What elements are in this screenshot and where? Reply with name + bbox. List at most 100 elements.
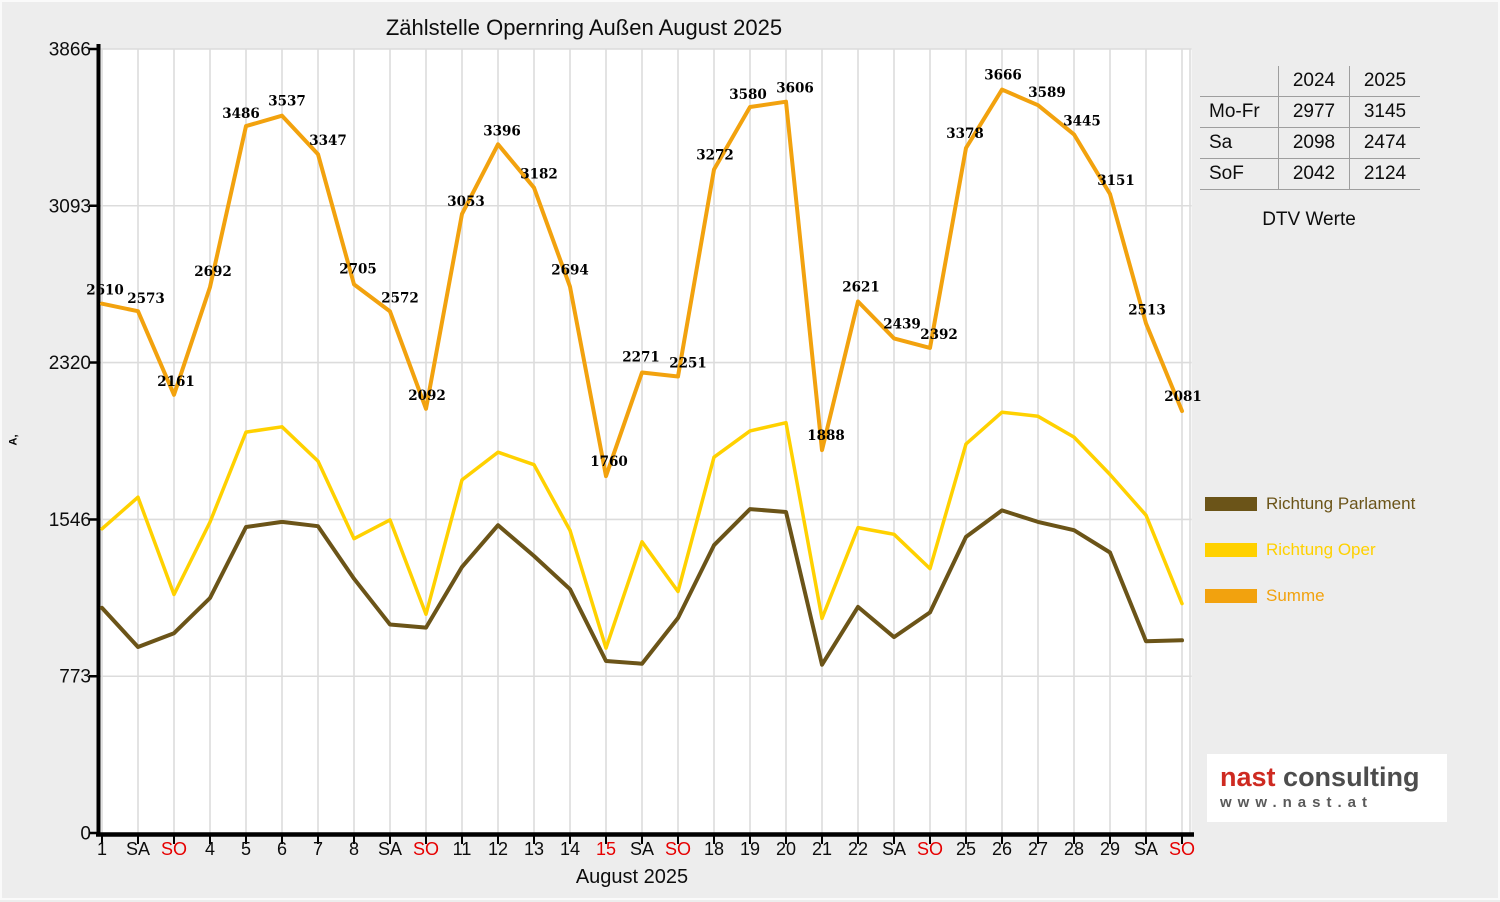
point-label: 3537 xyxy=(268,94,306,110)
dtv-table: 2024 2025 Mo-Fr 2977 3145 Sa 2098 2474 SoF 2042 21… xyxy=(1200,66,1420,190)
x-tick-label: 4 xyxy=(205,839,215,859)
point-label: 2092 xyxy=(408,388,446,404)
point-label: 3272 xyxy=(696,147,734,163)
y-tick-label: 2320 xyxy=(49,353,91,374)
x-axis-title: August 2025 xyxy=(575,866,689,888)
x-tick-label: 18 xyxy=(704,839,724,859)
series-line-richtung-parlament xyxy=(100,507,1184,667)
legend-label: Richtung Parlament xyxy=(1266,494,1416,513)
x-tick-label: 21 xyxy=(812,839,832,859)
y-tick-label: 3093 xyxy=(49,196,91,217)
x-tick-label: SA xyxy=(1134,839,1158,859)
dtv-table-caption: DTV Werte xyxy=(1262,209,1356,230)
x-tick-label: SA xyxy=(882,839,906,859)
point-label: 2081 xyxy=(1164,389,1202,405)
legend-label: Richtung Oper xyxy=(1266,540,1376,559)
x-tick-label: 19 xyxy=(740,839,760,859)
dtv-table-header-cell xyxy=(1200,66,1279,97)
point-label: 3589 xyxy=(1028,85,1066,101)
y-tick-label: 773 xyxy=(59,667,91,688)
dtv-table-row: Mo-Fr 2977 3145 xyxy=(1200,96,1420,128)
point-label: 2692 xyxy=(194,264,232,280)
page-title: Zählstelle Opernring Außen August 2025 xyxy=(385,15,783,40)
dtv-table-cell: SoF xyxy=(1200,158,1279,190)
dtv-table-header-cell: 2024 xyxy=(1278,66,1350,97)
point-label: 2251 xyxy=(669,356,707,372)
dtv-table-cell: 3145 xyxy=(1349,96,1420,128)
point-label: 3580 xyxy=(729,87,767,103)
legend-swatch xyxy=(1205,589,1257,603)
x-tick-label: 6 xyxy=(277,839,287,859)
point-label: 2610 xyxy=(86,283,124,299)
x-tick-label: SO xyxy=(917,839,943,859)
plot-area xyxy=(98,49,1192,833)
x-tick-label: 13 xyxy=(524,839,544,859)
point-label: 1760 xyxy=(590,454,628,470)
dtv-table-cell: 2042 xyxy=(1278,158,1350,190)
point-label: 3182 xyxy=(520,167,558,183)
x-tick-label: 5 xyxy=(241,839,251,859)
point-label: 3396 xyxy=(483,123,521,139)
point-label: 2392 xyxy=(920,327,958,343)
dtv-table-row: Sa 2098 2474 xyxy=(1200,127,1420,159)
point-label: 2705 xyxy=(339,261,377,277)
nast-logo[interactable]: nast consulting www.nast.at xyxy=(1207,754,1447,822)
legend-swatch xyxy=(1205,543,1257,557)
logo-brand: nast consulting xyxy=(1220,763,1447,791)
dtv-table-header-cell: 2025 xyxy=(1349,66,1420,97)
dtv-table-cell: 2977 xyxy=(1278,96,1350,128)
series-line-summe xyxy=(100,87,1184,479)
x-tick-label: 28 xyxy=(1064,839,1084,859)
dtv-table-row: SoF 2042 2124 xyxy=(1200,158,1420,190)
point-label: 3347 xyxy=(309,133,347,149)
point-label: 3445 xyxy=(1063,113,1101,129)
y-axis-title: A, xyxy=(7,434,20,446)
x-tick-label: 27 xyxy=(1028,839,1048,859)
x-tick-label: 8 xyxy=(349,839,359,859)
x-tick-label: SA xyxy=(126,839,150,859)
dtv-table-header-row: 2024 2025 xyxy=(1200,66,1420,97)
x-tick-label: 11 xyxy=(453,839,472,859)
point-label: 2271 xyxy=(622,349,660,365)
x-tick-label: 22 xyxy=(848,839,868,859)
dtv-table-cell: Sa xyxy=(1200,127,1279,159)
point-label: 3606 xyxy=(776,81,814,97)
x-tick-label: 15 xyxy=(596,839,616,859)
x-tick-label: SO xyxy=(161,839,187,859)
point-label: 3151 xyxy=(1097,173,1135,189)
point-label: 1888 xyxy=(807,428,845,444)
point-label: 3053 xyxy=(447,194,485,210)
point-label: 2694 xyxy=(551,263,589,279)
x-tick-label: 1 xyxy=(97,839,107,859)
x-tick-label: 20 xyxy=(776,839,796,859)
point-label: 3378 xyxy=(946,126,984,142)
point-label: 2439 xyxy=(883,316,921,332)
x-tick-label: SA xyxy=(378,839,402,859)
dtv-table-cell: 2098 xyxy=(1278,127,1350,159)
legend-swatch xyxy=(1205,497,1257,511)
x-tick-label: 26 xyxy=(992,839,1012,859)
series-line-richtung-oper xyxy=(100,410,1184,650)
x-tick-label: 12 xyxy=(488,839,508,859)
dtv-table-cell: 2474 xyxy=(1349,127,1420,159)
y-tick-label: 1546 xyxy=(49,510,91,531)
x-tick-label: 7 xyxy=(313,839,323,859)
point-label: 2621 xyxy=(842,279,880,295)
x-tick-label: SA xyxy=(630,839,654,859)
y-tick-label: 3866 xyxy=(49,40,91,61)
x-tick-label: 25 xyxy=(956,839,976,859)
dtv-table-cell: 2124 xyxy=(1349,158,1420,190)
dtv-table-cell: Mo-Fr xyxy=(1200,96,1279,128)
point-label: 3486 xyxy=(222,106,260,122)
chart-legend: Richtung Parlament Richtung Oper Summe xyxy=(1205,494,1415,632)
x-tick-label: SO xyxy=(665,839,691,859)
point-label: 2573 xyxy=(127,291,165,307)
x-tick-label: 14 xyxy=(560,839,580,859)
point-label: 3666 xyxy=(984,68,1022,84)
x-tick-label: 29 xyxy=(1100,839,1120,859)
y-tick-label: 0 xyxy=(80,824,91,845)
legend-item: Richtung Oper xyxy=(1205,540,1415,560)
legend-item: Summe xyxy=(1205,586,1415,606)
logo-brand-gray: consulting xyxy=(1283,762,1420,792)
